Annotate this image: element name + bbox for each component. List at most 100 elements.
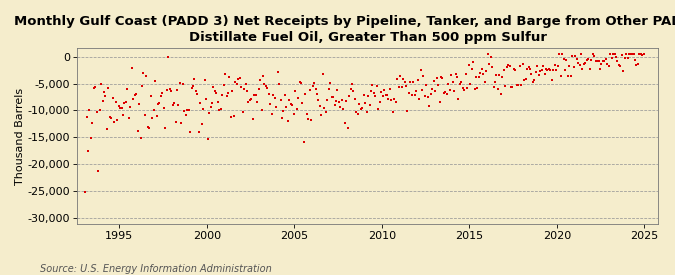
Point [532,64,543,68]
Point [456,79,467,84]
Point [502,65,512,69]
Point [308,81,319,86]
Point [444,88,455,92]
Point [286,102,296,106]
Point [595,67,605,71]
Point [336,98,347,102]
Point [282,119,293,123]
Point [240,82,251,86]
Point [639,52,649,56]
Point [568,65,579,69]
Point [380,93,391,97]
Point [543,67,554,72]
Point [207,101,217,105]
Point [256,108,267,112]
Point [514,64,525,69]
Point [159,106,169,111]
Point [150,79,161,83]
Point [323,87,334,92]
Point [602,62,613,67]
Point [199,78,210,82]
Point [404,91,414,95]
Point [389,97,400,101]
Point [146,116,157,120]
Point [325,80,335,85]
Point [296,81,306,85]
Point [126,66,137,70]
Point [259,81,270,86]
Point [310,86,321,91]
Point [581,58,592,62]
Point [170,120,181,124]
Point [233,77,244,81]
Point [443,82,454,86]
Point [526,72,537,76]
Point [583,56,594,61]
Point [489,79,500,84]
Point [504,64,515,68]
Point [345,87,356,91]
Point [182,108,192,113]
Point [273,82,284,86]
Point [578,62,589,66]
Point [576,52,587,56]
Point [484,62,495,67]
Point [557,52,568,56]
Point [406,92,417,97]
Point [508,67,519,72]
Point [466,67,477,72]
Point [513,83,524,88]
Point [131,92,142,96]
Point [332,88,343,92]
Point [411,89,422,94]
Point [533,72,544,77]
Point [106,116,117,120]
Point [536,68,547,72]
Point [587,52,598,57]
Point [217,93,227,97]
Point [253,87,264,91]
Point [176,121,187,125]
Point [312,92,323,96]
Point [136,84,147,88]
Point [517,62,528,67]
Point [221,93,232,98]
Point [100,94,111,98]
Point [497,75,508,79]
Point [144,126,155,130]
Point [458,86,468,90]
Point [462,86,472,90]
Point [173,103,184,107]
Point [538,64,549,68]
Point [87,121,98,125]
Point [599,59,610,63]
Point [105,115,115,120]
Point [112,118,123,123]
Point [272,70,283,75]
Point [119,100,130,105]
Point [163,55,173,59]
Point [157,90,168,95]
Point [195,101,206,106]
Point [612,59,623,63]
Point [620,56,630,60]
Point [189,77,200,81]
Point [424,104,435,108]
Point [117,113,128,117]
Point [115,105,126,110]
Point [160,125,171,130]
Point [364,103,375,107]
Point [427,87,437,91]
Point [562,74,573,78]
Point [338,107,349,111]
Point [402,108,413,113]
Point [288,111,299,116]
Point [307,84,318,89]
Point [478,71,489,76]
Point [225,115,236,119]
Point [265,102,275,106]
Point [556,73,566,78]
Point [500,84,510,88]
Point [218,83,229,87]
Point [360,101,371,105]
